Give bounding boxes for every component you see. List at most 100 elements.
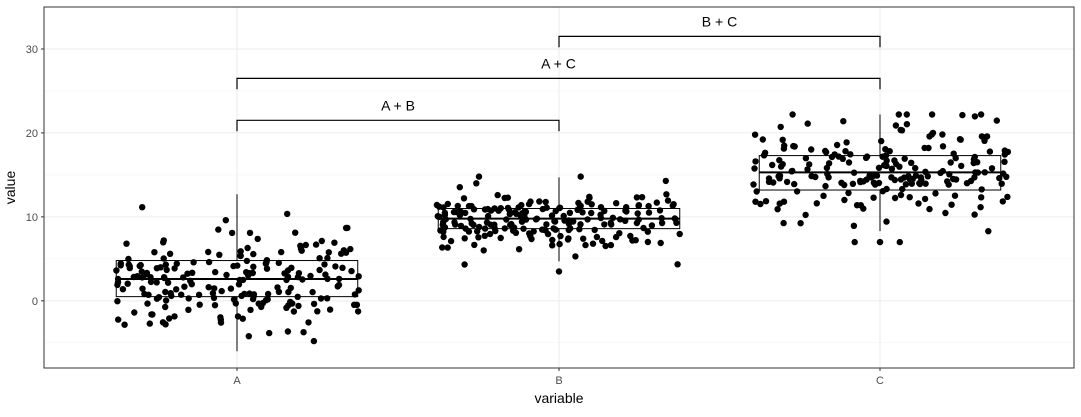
- data-point: [645, 202, 652, 210]
- data-point: [926, 205, 933, 213]
- data-point: [237, 252, 244, 260]
- data-point: [171, 313, 178, 320]
- data-point: [436, 213, 443, 220]
- data-point: [845, 159, 853, 166]
- data-point: [658, 219, 666, 227]
- data-point: [275, 259, 282, 267]
- data-point: [305, 319, 312, 326]
- data-point: [157, 264, 164, 271]
- data-point: [475, 173, 483, 180]
- data-point: [474, 228, 481, 235]
- y-tick-label: 30: [26, 44, 38, 56]
- data-point: [250, 291, 258, 298]
- data-point: [896, 238, 903, 246]
- data-point: [254, 235, 261, 243]
- data-point: [184, 270, 191, 277]
- data-point: [149, 311, 156, 318]
- data-point: [335, 281, 343, 289]
- data-point: [187, 277, 194, 284]
- data-point: [450, 208, 458, 216]
- data-point: [439, 244, 446, 251]
- data-point: [607, 241, 615, 249]
- data-point: [178, 291, 185, 298]
- data-point: [653, 199, 660, 206]
- data-point: [752, 158, 759, 165]
- data-point: [776, 157, 783, 164]
- data-point: [870, 179, 878, 186]
- data-point: [777, 123, 784, 131]
- data-point: [518, 201, 525, 209]
- data-point: [951, 192, 959, 199]
- data-point: [468, 202, 475, 210]
- data-point: [813, 200, 820, 207]
- data-point: [882, 152, 890, 159]
- data-point: [895, 111, 902, 118]
- data-point: [246, 229, 254, 237]
- data-point: [232, 300, 239, 307]
- data-point: [209, 290, 217, 297]
- data-point: [211, 285, 218, 292]
- data-point: [789, 111, 796, 118]
- data-point: [162, 261, 169, 268]
- data-point: [903, 111, 910, 118]
- data-point: [316, 266, 323, 274]
- data-point: [577, 173, 584, 180]
- data-point: [462, 225, 469, 232]
- data-point: [802, 211, 809, 219]
- data-point: [593, 233, 601, 241]
- data-point: [495, 207, 502, 214]
- data-point: [461, 261, 468, 268]
- data-point: [947, 159, 954, 166]
- data-point: [847, 151, 854, 158]
- data-point: [644, 238, 652, 246]
- data-point: [549, 236, 556, 244]
- data-point: [883, 185, 890, 193]
- data-point: [217, 314, 224, 321]
- data-point: [791, 180, 798, 188]
- data-point: [113, 267, 120, 274]
- data-point: [136, 262, 143, 270]
- data-point: [451, 219, 458, 226]
- data-point: [162, 288, 169, 296]
- data-point: [351, 301, 358, 308]
- data-point: [841, 196, 848, 204]
- data-point: [440, 233, 447, 241]
- data-point: [166, 315, 173, 322]
- data-point: [326, 306, 334, 313]
- data-point: [921, 195, 929, 203]
- data-point: [181, 283, 188, 290]
- data-point: [317, 295, 325, 302]
- data-point: [850, 222, 858, 229]
- data-point: [217, 319, 225, 326]
- data-point: [806, 161, 813, 168]
- data-point: [791, 143, 798, 150]
- data-point: [528, 235, 535, 243]
- data-point: [820, 192, 827, 199]
- data-point: [902, 181, 910, 188]
- data-point: [325, 249, 332, 256]
- data-point: [515, 246, 523, 253]
- data-point: [292, 229, 299, 236]
- data-point: [891, 194, 899, 202]
- data-point: [932, 190, 939, 197]
- bracket-layer: A + B A + C B + C: [236, 13, 881, 132]
- data-point: [757, 200, 764, 208]
- data-point: [849, 180, 857, 187]
- data-point: [163, 266, 170, 274]
- data-point: [843, 139, 850, 146]
- data-point: [245, 333, 252, 340]
- data-point: [146, 320, 153, 327]
- data-point: [153, 279, 160, 286]
- data-point: [783, 178, 791, 186]
- data-point: [833, 141, 841, 149]
- data-point: [804, 166, 811, 173]
- data-point: [481, 232, 488, 239]
- data-point: [228, 229, 236, 237]
- data-point: [963, 180, 971, 187]
- data-point: [658, 215, 665, 222]
- data-point: [223, 271, 230, 279]
- data-point: [1000, 170, 1007, 177]
- x-tick-label: C: [876, 375, 884, 387]
- data-point: [627, 232, 634, 240]
